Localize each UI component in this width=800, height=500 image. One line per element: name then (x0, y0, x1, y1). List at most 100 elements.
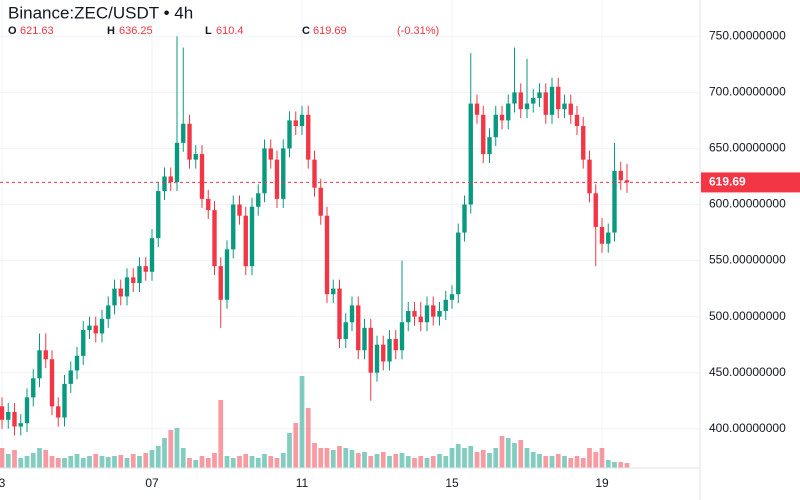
volume-bar (43, 450, 49, 468)
volume-bar (280, 453, 286, 468)
candle-body (412, 311, 417, 317)
volume-bar (62, 458, 67, 468)
volume-bar (12, 450, 17, 468)
candle-body (349, 305, 355, 323)
volume-bar (605, 460, 611, 468)
volume-bar (618, 462, 624, 468)
volume-bar (387, 456, 392, 468)
candle-body (506, 103, 511, 121)
candle-body (37, 350, 42, 379)
volume-bar (549, 456, 555, 468)
volume-bar (443, 456, 449, 468)
y-tick-label: 550.00000000 (709, 253, 786, 267)
volume-bar (518, 440, 524, 468)
volume-bar (149, 450, 155, 468)
volume-bar (430, 456, 436, 468)
y-tick-label: 700.00000000 (709, 85, 786, 99)
candle-body (181, 123, 186, 143)
candle-body (231, 204, 236, 250)
ohlc-value: 610.4 (216, 25, 244, 37)
candle-body (243, 215, 248, 267)
volume-bar (312, 443, 317, 468)
volume-bar (187, 458, 192, 468)
candle-body (606, 232, 611, 244)
volume-bar (68, 456, 74, 468)
volume-bar (405, 456, 411, 468)
candle-layer (0, 36, 630, 436)
candle-body (56, 406, 61, 418)
candle-body (581, 126, 586, 160)
candle-body (237, 204, 242, 216)
candle-body (49, 359, 55, 407)
volume-bar (80, 458, 86, 468)
x-tick-label: 07 (145, 476, 159, 490)
candle-body (512, 92, 517, 104)
volume-bar (93, 454, 99, 468)
volume-bar (574, 456, 580, 468)
volume-bar (449, 448, 455, 468)
volume-bar (480, 450, 486, 468)
last-price-label: 619.69 (709, 175, 746, 189)
candle-body (374, 344, 380, 373)
volume-bar (349, 450, 355, 468)
candle-body (399, 322, 405, 351)
candle-body (262, 148, 267, 194)
volume-bar (30, 453, 36, 468)
candle-body (331, 288, 336, 295)
volume-bar (562, 456, 567, 468)
volume-bar (493, 448, 499, 468)
volume-bar (237, 456, 242, 468)
volume-bar (624, 463, 630, 468)
candle-body (368, 327, 373, 373)
candle-body (187, 123, 192, 160)
volume-bar (474, 452, 480, 468)
volume-bar (543, 456, 549, 468)
volume-bar (330, 450, 336, 468)
ohlc-key: H (107, 25, 115, 37)
candle-body (549, 86, 555, 115)
volume-bar (412, 458, 417, 468)
volume-bar (568, 458, 574, 468)
candle-body (587, 159, 592, 194)
y-tick-label: 650.00000000 (709, 141, 786, 155)
candle-body (156, 191, 161, 239)
candle-body (293, 120, 298, 127)
candle-body (306, 114, 311, 160)
candle-body (12, 411, 17, 427)
volume-bar (24, 456, 30, 468)
volume-bar (18, 458, 24, 468)
candle-body (618, 170, 623, 181)
candle-body (206, 198, 211, 211)
x-tick-label: 19 (595, 476, 609, 490)
volume-bar (455, 444, 461, 468)
volume-bar (168, 430, 174, 468)
axes: 400.00000000 450.00000000 500.00000000 550.… (0, 28, 800, 490)
candle-body (131, 277, 136, 283)
volume-bar (55, 458, 61, 468)
candle-body (468, 103, 473, 205)
candle-body (437, 311, 442, 317)
ohlc-key: C (302, 25, 310, 37)
volume-bar (399, 453, 405, 468)
volume-bar (49, 456, 55, 468)
ohlc-legend: O 621.63 H 636.25 L 610.4 C 619.69 (-0.3… (8, 25, 439, 37)
candle-body (18, 423, 23, 427)
volume-bar (537, 454, 542, 468)
volume-bar (293, 423, 299, 468)
candle-body (356, 305, 361, 351)
candle-body (474, 103, 480, 115)
candle-body (224, 249, 230, 300)
volume-bar (130, 454, 136, 468)
candle-body (174, 142, 180, 183)
volume-bar (580, 458, 586, 468)
volume-bar (355, 453, 361, 468)
volume-bar (505, 438, 511, 468)
volume-bar (337, 446, 342, 468)
volume-bar (318, 448, 324, 468)
candle-body (74, 355, 80, 371)
candle-body (612, 170, 617, 233)
chart-title: Binance:ZEC/USDT • 4h (8, 3, 193, 22)
candle-body (268, 148, 273, 160)
candle-body (87, 325, 92, 331)
